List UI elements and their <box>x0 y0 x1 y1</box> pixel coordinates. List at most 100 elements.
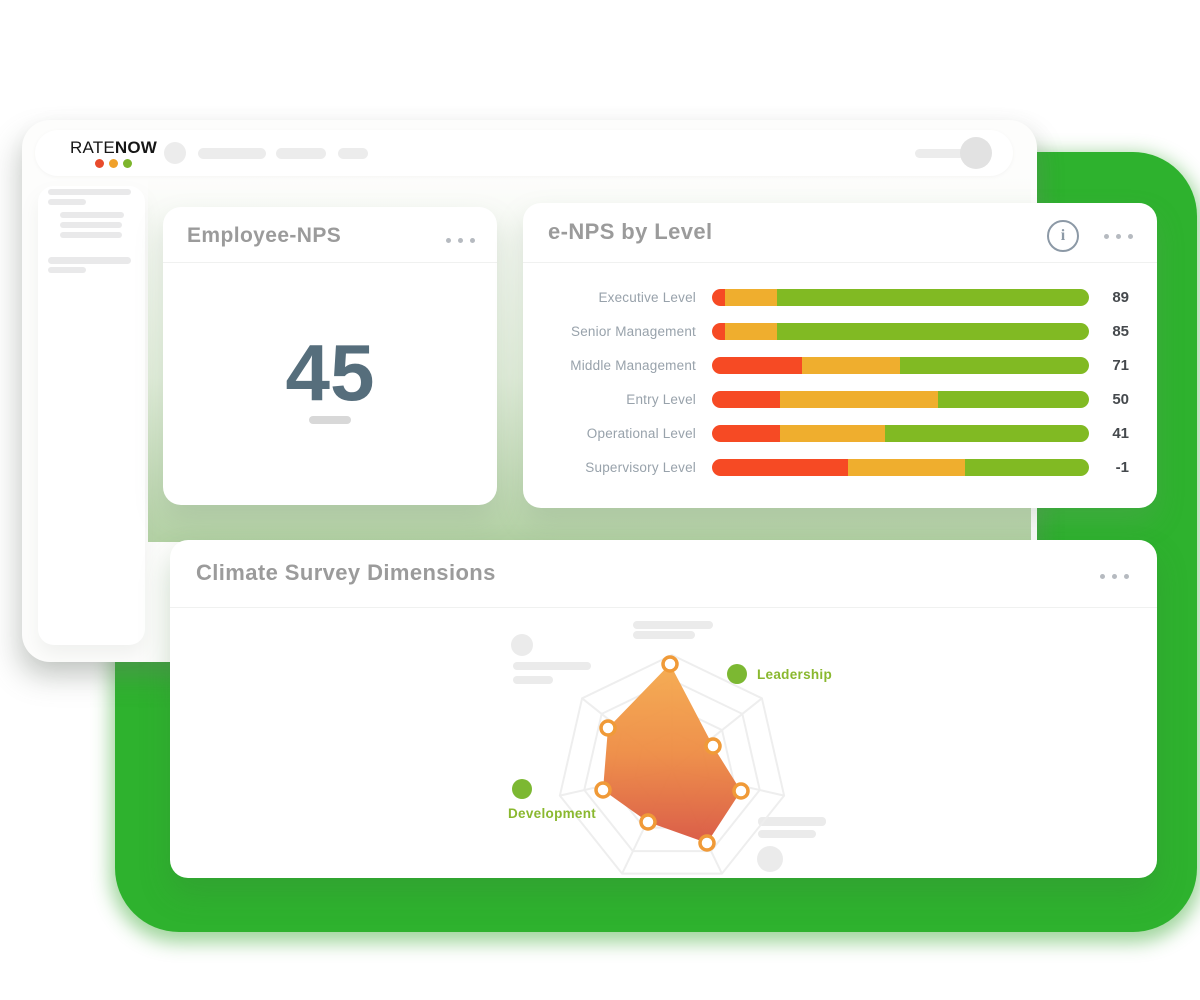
level-label: Executive Level <box>598 290 696 305</box>
enps-row: Supervisory Level -1 <box>523 459 1157 476</box>
radar-data-point[interactable] <box>639 813 657 831</box>
dot-icon <box>1124 574 1129 579</box>
enps-row: Senior Management 85 <box>523 323 1157 340</box>
radar-data-point[interactable] <box>661 655 679 673</box>
promoters-segment <box>885 425 1089 442</box>
radar-data-point[interactable] <box>599 719 617 737</box>
divider <box>163 262 497 263</box>
detractors-segment <box>712 391 780 408</box>
dot-icon <box>1112 574 1117 579</box>
more-options-menu[interactable] <box>1100 574 1129 579</box>
dot-icon <box>1128 234 1133 239</box>
development-label: Development <box>508 806 597 821</box>
passives-segment <box>724 323 778 340</box>
sidebar <box>38 186 145 645</box>
ratenow-logo: RATENOW <box>70 139 157 168</box>
more-options-menu[interactable] <box>1104 234 1133 239</box>
stacked-bar <box>712 357 1089 374</box>
nav-item-placeholder <box>198 148 266 159</box>
username-placeholder <box>915 149 965 158</box>
radar-data-polygon <box>603 664 741 843</box>
stacked-bar <box>712 289 1089 306</box>
dot-icon <box>458 238 463 243</box>
dot-icon <box>470 238 475 243</box>
radar-grid-ring <box>583 678 761 853</box>
nav-item-placeholder <box>338 148 368 159</box>
sidebar-subitem-placeholder <box>60 212 124 218</box>
enps-by-level-card: e-NPS by Level i Executive Level 89 Senior… <box>523 203 1157 508</box>
level-label: Senior Management <box>571 324 696 339</box>
text-placeholder <box>758 830 816 838</box>
radar-data-point[interactable] <box>698 834 716 852</box>
detractors-segment <box>712 289 725 306</box>
level-label: Supervisory Level <box>585 460 696 475</box>
divider <box>170 607 1157 608</box>
level-label: Entry Level <box>626 392 696 407</box>
sidebar-subitem-placeholder <box>60 222 122 228</box>
stacked-bar <box>712 459 1089 476</box>
bullet-placeholder <box>757 846 783 872</box>
avatar[interactable] <box>960 137 992 169</box>
logo-rate: RATE <box>70 138 115 157</box>
divider <box>523 262 1157 263</box>
leadership-dot-icon <box>727 664 747 684</box>
nps-score: 45 <box>285 328 375 417</box>
climate-survey-card: Climate Survey Dimensions Leadership Dev… <box>170 540 1157 878</box>
card-title: Employee-NPS <box>187 224 342 247</box>
more-options-menu[interactable] <box>446 238 475 243</box>
sidebar-subitem-placeholder <box>60 232 122 238</box>
logo-dot <box>109 159 119 168</box>
enps-row: Entry Level 50 <box>523 391 1157 408</box>
promoters-segment <box>964 459 1089 476</box>
dot-icon <box>1100 574 1105 579</box>
bullet-placeholder <box>511 634 533 656</box>
logo-now: NOW <box>114 138 158 157</box>
stacked-bar <box>712 323 1089 340</box>
leadership-label: Leadership <box>757 667 833 682</box>
sidebar-item-placeholder <box>48 267 86 273</box>
passives-segment <box>779 391 939 408</box>
sidebar-item-placeholder <box>48 189 131 195</box>
nps-value: 85 <box>1112 323 1129 340</box>
passives-segment <box>724 289 778 306</box>
detractors-segment <box>712 323 725 340</box>
text-placeholder <box>513 676 553 684</box>
logo-dots <box>70 159 157 168</box>
sidebar-item-placeholder <box>48 199 86 205</box>
promoters-segment <box>900 357 1089 374</box>
enps-row: Middle Management 71 <box>523 357 1157 374</box>
nps-value: 71 <box>1112 357 1129 374</box>
text-placeholder <box>633 621 713 629</box>
radar-chart <box>558 653 786 875</box>
level-label: Operational Level <box>586 426 696 441</box>
nps-value: 41 <box>1112 425 1129 442</box>
detractors-segment <box>712 425 780 442</box>
promoters-segment <box>777 289 1089 306</box>
logo-text: RATENOW <box>70 139 157 156</box>
card-title: e-NPS by Level <box>548 219 713 244</box>
radar-data-point[interactable] <box>732 782 750 800</box>
dot-icon <box>1104 234 1109 239</box>
nav-item-placeholder <box>276 148 326 159</box>
radar-data-point[interactable] <box>594 781 612 799</box>
enps-row: Operational Level 41 <box>523 425 1157 442</box>
level-label: Middle Management <box>570 358 696 373</box>
radar-grid-ring <box>558 653 786 875</box>
top-nav-bar: RATENOW <box>35 130 1013 176</box>
score-underline <box>309 416 351 424</box>
development-dot-icon <box>512 779 532 799</box>
logo-dot <box>123 159 133 168</box>
radar-data-point[interactable] <box>704 737 722 755</box>
promoters-segment <box>938 391 1089 408</box>
enps-rows: Executive Level 89 Senior Management 85 Midd… <box>523 289 1157 476</box>
passives-segment <box>847 459 965 476</box>
text-placeholder <box>758 817 826 826</box>
stacked-bar <box>712 391 1089 408</box>
stacked-bar <box>712 425 1089 442</box>
info-icon[interactable]: i <box>1047 220 1079 252</box>
passives-segment <box>779 425 886 442</box>
detractors-segment <box>712 357 803 374</box>
enps-row: Executive Level 89 <box>523 289 1157 306</box>
logo-dot <box>95 159 105 168</box>
